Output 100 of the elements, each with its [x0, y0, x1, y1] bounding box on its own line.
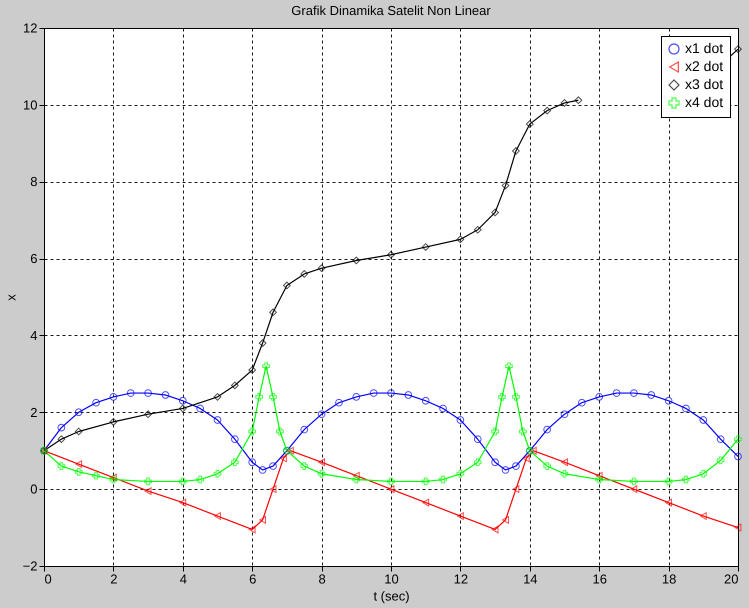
point: [144, 389, 152, 397]
y-tick-label: 0: [30, 482, 38, 497]
point: [474, 435, 482, 444]
y-tick-label: 4: [30, 328, 38, 343]
point: [57, 462, 66, 470]
point: [388, 485, 394, 493]
x-tick-label: 16: [592, 572, 607, 586]
point: [560, 410, 568, 418]
x-tick-label: 8: [318, 572, 326, 586]
point: [352, 393, 360, 401]
y-tick-label: −2: [22, 558, 38, 574]
point: [630, 478, 638, 486]
point: [92, 472, 100, 480]
point: [543, 426, 552, 434]
point: [196, 476, 204, 484]
point: [699, 470, 708, 478]
point: [664, 396, 672, 405]
y-axis-title: x: [4, 294, 19, 301]
point: [286, 446, 294, 455]
point: [456, 470, 464, 478]
y-tick-label: 2: [30, 404, 38, 420]
point: [561, 458, 568, 466]
point: [505, 362, 513, 370]
x-tick-label: 10: [384, 572, 399, 586]
point: [491, 208, 499, 216]
x-tick-label: 4: [180, 572, 187, 586]
point: [74, 428, 83, 436]
point: [456, 512, 464, 520]
point: [716, 456, 725, 464]
y-tick-label: 12: [23, 20, 38, 36]
point: [734, 45, 742, 53]
point: [352, 476, 360, 484]
point: [230, 435, 239, 444]
point: [574, 96, 582, 104]
point: [255, 393, 263, 401]
point: [144, 487, 152, 495]
point: [214, 416, 222, 424]
x-tick-label: 20: [724, 572, 738, 586]
point: [734, 435, 742, 444]
point: [92, 398, 100, 407]
point: [512, 393, 520, 401]
point: [318, 264, 326, 272]
point: [178, 404, 187, 412]
point: [248, 458, 256, 466]
point: [596, 472, 603, 480]
point: [502, 466, 510, 474]
point: [734, 524, 742, 532]
point: [512, 147, 520, 155]
point: [560, 470, 568, 478]
point: [248, 366, 256, 374]
point: [716, 435, 725, 444]
point: [491, 458, 499, 466]
point: [280, 454, 287, 462]
point: [387, 250, 395, 259]
point: [318, 410, 326, 418]
point: [178, 478, 187, 486]
y-tick-label: 8: [30, 174, 38, 190]
y-tick-label: 6: [30, 251, 38, 266]
x-tick-label: 14: [523, 572, 538, 586]
legend-label: x1 dot: [685, 40, 724, 56]
point: [491, 428, 499, 436]
legend-label: x4 dot: [685, 94, 724, 110]
x-tick-label: 12: [454, 572, 468, 586]
point: [404, 391, 412, 399]
point: [526, 120, 534, 128]
x-tick-label: 0: [44, 572, 52, 586]
y-tick-label: 10: [23, 97, 38, 112]
x-tick-label: 2: [110, 572, 118, 586]
point: [498, 393, 506, 401]
point: [259, 516, 266, 524]
point: [74, 468, 83, 476]
point: [214, 393, 222, 401]
point: [144, 478, 152, 486]
point: [530, 446, 537, 455]
point: [283, 282, 291, 290]
point: [682, 404, 690, 412]
point: [560, 99, 568, 107]
point: [699, 416, 708, 424]
point: [630, 485, 638, 493]
point: [492, 526, 499, 534]
point: [474, 226, 482, 234]
point: [269, 308, 277, 316]
point: [196, 404, 204, 412]
point: [110, 476, 118, 484]
chart-title: Grafik Dinamika Satelit Non Linear: [291, 3, 492, 18]
point: [318, 470, 326, 478]
point: [422, 243, 430, 251]
point: [318, 458, 326, 466]
point: [647, 391, 656, 399]
point: [422, 498, 430, 506]
point: [300, 426, 308, 434]
point: [370, 389, 378, 397]
point: [57, 435, 66, 444]
point: [248, 428, 256, 436]
x-tick-label: 18: [662, 572, 676, 586]
point: [300, 462, 308, 470]
point: [665, 498, 672, 506]
point: [276, 428, 284, 436]
point: [214, 470, 222, 478]
point: [126, 389, 135, 397]
